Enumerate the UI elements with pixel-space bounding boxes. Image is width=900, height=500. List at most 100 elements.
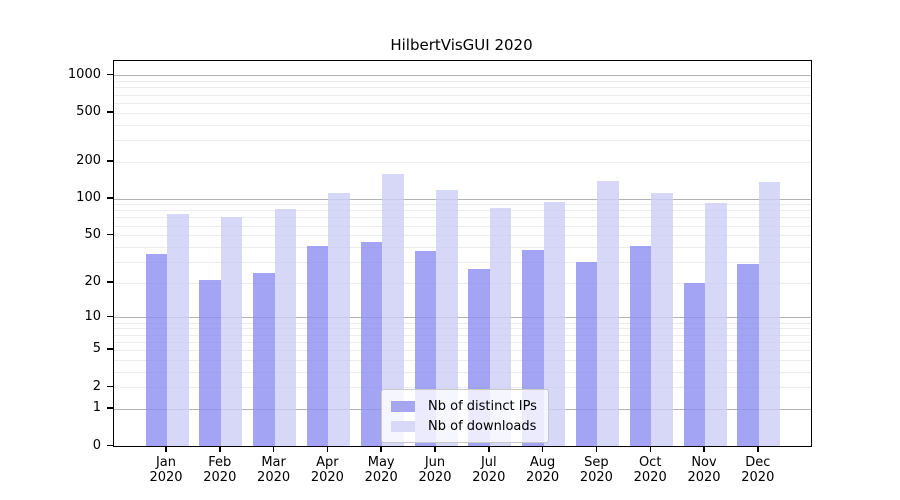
y-tick-0	[107, 444, 113, 446]
legend: Nb of distinct IPs Nb of downloads	[381, 389, 549, 443]
x-tick-label-jul: Jul 2020	[472, 455, 506, 485]
y-tick-1000	[107, 73, 113, 76]
gridline-500	[114, 112, 811, 114]
bar-downloads-dec	[758, 182, 781, 446]
x-tick-apr	[326, 446, 329, 452]
y-tick-label-2: 2	[92, 378, 101, 394]
y-tick-label-10: 10	[84, 308, 101, 324]
bar-distinct-ips-nov	[683, 282, 705, 446]
x-tick-label-dec: Dec 2020	[741, 455, 775, 485]
x-tick-label-jun: Jun 2020	[418, 455, 452, 485]
bar-distinct-ips-mar	[253, 273, 275, 446]
gridline-6	[114, 341, 811, 343]
x-tick-jan	[165, 446, 167, 452]
x-tick-label-feb: Feb 2020	[203, 455, 237, 485]
bar-downloads-jul	[489, 208, 512, 446]
x-tick-label-sep: Sep 2020	[579, 455, 613, 485]
y-tick-label-200: 200	[76, 153, 101, 169]
y-tick-label-20: 20	[84, 274, 101, 290]
bar-distinct-ips-sep	[575, 261, 598, 446]
bar-downloads-nov	[705, 202, 727, 446]
x-tick-mar	[272, 446, 275, 452]
y-tick-label-1000: 1000	[67, 66, 101, 82]
x-tick-jul	[488, 446, 490, 452]
y-tick-200	[107, 160, 113, 162]
gridline-600	[114, 102, 811, 104]
x-tick-jun	[434, 446, 436, 452]
x-tick-label-oct: Oct 2020	[633, 455, 667, 485]
y-tick-label-500: 500	[76, 104, 101, 120]
gridline-70	[114, 217, 811, 219]
bar-downloads-sep	[597, 181, 619, 446]
bar-downloads-apr	[328, 193, 350, 446]
bar-distinct-ips-apr	[306, 245, 329, 446]
legend-label-distinct-ips: Nb of distinct IPs	[428, 398, 537, 414]
x-tick-label-may: May 2020	[364, 455, 398, 485]
gridline-5	[114, 349, 811, 351]
bar-distinct-ips-feb	[199, 280, 221, 446]
gridline-10	[114, 317, 811, 319]
bar-downloads-aug	[543, 202, 566, 446]
gridline-700	[114, 94, 811, 96]
x-tick-may	[380, 446, 382, 452]
bar-distinct-ips-may	[360, 241, 383, 446]
bar-distinct-ips-jan	[145, 253, 167, 446]
chart-title: HilbertVisGUI 2020	[390, 36, 533, 54]
y-tick-label-1: 1	[92, 400, 101, 416]
gridline-1000	[114, 75, 811, 77]
x-tick-label-nov: Nov 2020	[687, 455, 721, 485]
y-tick-100	[107, 197, 113, 199]
gridline-20	[114, 282, 811, 284]
y-tick-2	[107, 385, 113, 388]
gridline-3	[114, 371, 811, 373]
gridline-9	[114, 322, 811, 324]
gridline-7	[114, 334, 811, 336]
gridline-80	[114, 210, 811, 212]
legend-swatch-distinct-ips	[391, 400, 415, 412]
gridline-400	[114, 124, 811, 126]
legend-item-downloads: Nb of downloads	[391, 416, 538, 436]
legend-swatch-downloads	[391, 420, 415, 432]
y-tick-50	[107, 233, 113, 236]
legend-item-distinct-ips: Nb of distinct IPs	[391, 396, 538, 416]
y-tick-1	[107, 407, 113, 409]
y-tick-5	[107, 348, 113, 350]
bar-downloads-mar	[274, 209, 297, 446]
gridline-900	[114, 81, 811, 83]
x-tick-oct	[649, 446, 651, 452]
bar-downloads-jan	[167, 213, 189, 446]
gridline-800	[114, 87, 811, 89]
x-tick-feb	[219, 446, 221, 452]
y-tick-500	[107, 111, 113, 113]
gridline-60	[114, 225, 811, 227]
gridline-90	[114, 204, 811, 206]
bar-downloads-jun	[436, 189, 458, 446]
bar-distinct-ips-dec	[737, 263, 759, 446]
gridline-8	[114, 328, 811, 330]
x-tick-sep	[595, 446, 598, 452]
y-tick-label-50: 50	[84, 226, 101, 242]
x-tick-aug	[541, 446, 544, 452]
gridline-100	[114, 198, 811, 200]
gridline-4	[114, 359, 811, 361]
y-tick-10	[107, 315, 113, 318]
bar-downloads-feb	[220, 217, 243, 446]
gridline-40	[114, 246, 811, 248]
bar-downloads-oct	[651, 192, 673, 446]
y-tick-label-5: 5	[92, 341, 101, 357]
bar-downloads-may	[382, 173, 404, 446]
gridline-300	[114, 139, 811, 141]
y-tick-label-100: 100	[76, 190, 101, 205]
gridline-50	[114, 235, 811, 237]
gridline-200	[114, 161, 811, 163]
x-tick-label-jan: Jan 2020	[149, 455, 183, 485]
x-tick-dec	[757, 446, 759, 452]
gridline-2	[114, 387, 811, 389]
bar-distinct-ips-oct	[629, 245, 652, 446]
plot-area: Nb of distinct IPs Nb of downloads	[113, 60, 812, 447]
x-tick-label-aug: Aug 2020	[526, 455, 560, 485]
legend-label-downloads: Nb of downloads	[428, 418, 537, 434]
x-tick-nov	[703, 446, 705, 452]
x-tick-label-apr: Apr 2020	[310, 455, 344, 485]
